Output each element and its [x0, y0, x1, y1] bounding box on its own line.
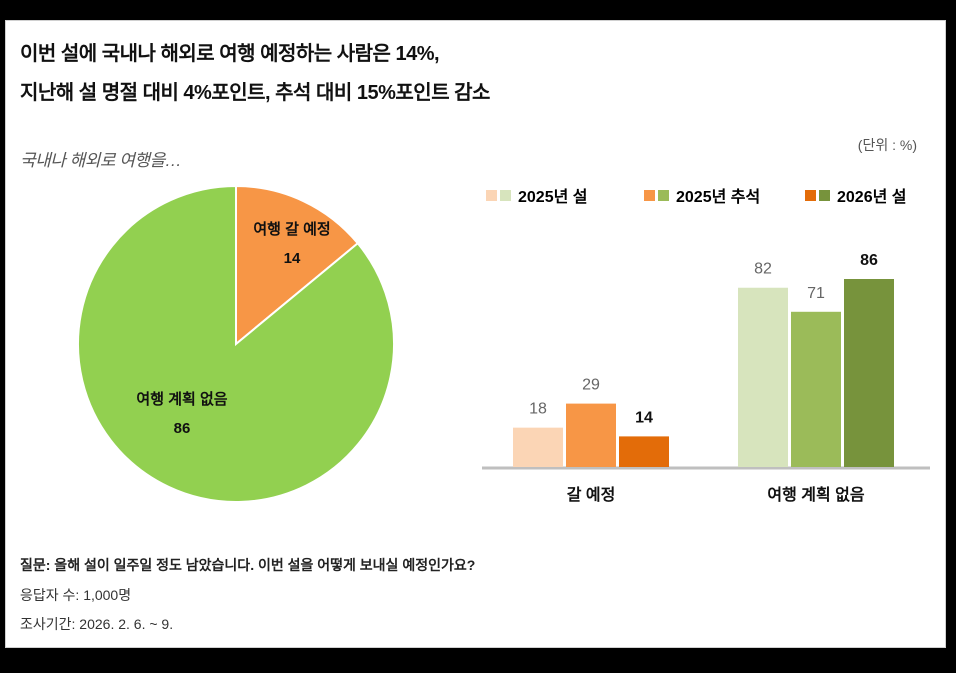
legend-swatch — [805, 189, 816, 201]
title-line-2: 지난해 설 명절 대비 4%포인트, 추석 대비 15%포인트 감소 — [20, 82, 490, 104]
bar — [513, 427, 563, 467]
pie-slice — [77, 184, 395, 503]
bar-value-label: 71 — [807, 285, 825, 302]
legend-label: 2025년 설 — [518, 189, 588, 206]
legend-label: 2025년 추석 — [676, 189, 761, 206]
legend-swatch — [819, 189, 830, 201]
pie-slice-label: 여행 계획 없음 — [136, 391, 227, 408]
title-line-1: 이번 설에 국내나 해외로 여행 예정하는 사람은 14%, — [20, 43, 440, 65]
bar — [566, 403, 616, 467]
bar-value-label: 14 — [635, 409, 653, 426]
pie-slice-value: 14 — [284, 250, 301, 267]
legend-label: 2026년 설 — [837, 189, 907, 206]
unit-label: (단위 : %) — [857, 137, 917, 153]
pie-slice-value: 86 — [174, 420, 191, 437]
pie-slice-label: 여행 갈 예정 — [253, 220, 330, 238]
pie-title: 국내나 해외로 여행을… — [20, 151, 182, 170]
bar — [738, 287, 788, 467]
respondent-count: 응답자 수: 1,000명 — [20, 587, 132, 603]
legend-item: 2025년 추석 — [644, 183, 760, 207]
bar-value-label: 86 — [860, 252, 878, 269]
legend-item: 2026년 설 — [805, 183, 906, 207]
bar-value-label: 82 — [754, 261, 772, 278]
legend-swatch — [658, 189, 669, 201]
x-tick-label: 갈 예정 — [567, 486, 616, 504]
legend-swatch — [500, 189, 511, 201]
pie-slice — [235, 184, 360, 347]
x-tick-label: 여행 계획 없음 — [767, 485, 864, 504]
survey-question: 질문: 올해 설이 일주일 정도 남았습니다. 이번 설을 어떻게 보내실 예정… — [20, 557, 476, 573]
legend-swatch — [486, 189, 497, 201]
legend-swatch — [644, 189, 655, 201]
survey-period: 조사기간: 2026. 2. 6. ~ 9. — [20, 616, 174, 632]
legend-item: 2025년 설 — [486, 183, 587, 207]
bar — [844, 279, 894, 467]
bar-value-label: 29 — [582, 377, 600, 394]
bar-value-label: 18 — [529, 401, 547, 418]
bar — [791, 311, 841, 467]
bar — [619, 436, 669, 467]
